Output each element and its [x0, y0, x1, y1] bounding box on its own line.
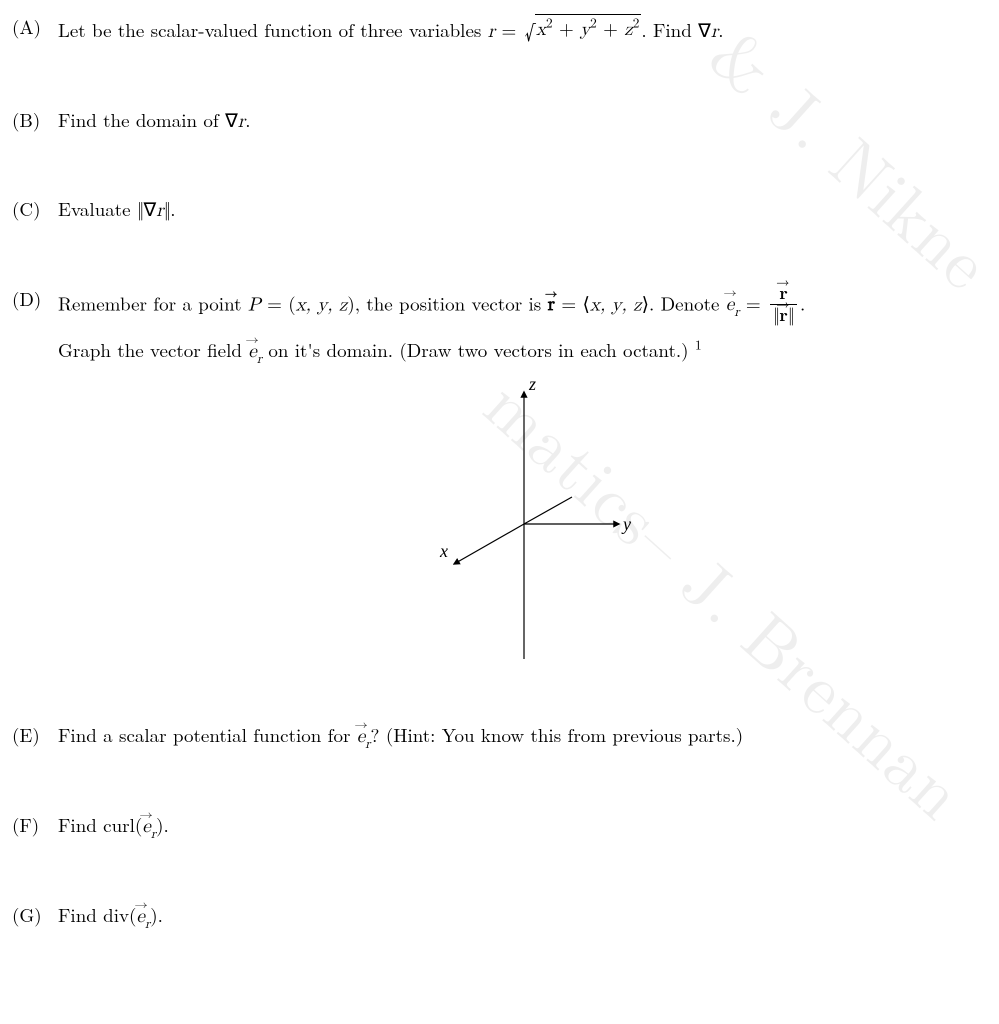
problem-D-P: P: [248, 295, 261, 314]
er-sub: r: [734, 305, 739, 319]
problem-A-body: Let be the scalar-valued function of thr…: [58, 14, 989, 45]
axes-diagram: z y x: [58, 374, 989, 674]
problem-C-var: r: [156, 201, 163, 220]
frac-den-r: r: [779, 306, 788, 325]
problem-D-t2a: Graph the vector field: [58, 336, 248, 363]
problem-C-body: Evaluate ∇r.: [58, 196, 989, 224]
problem-D-xyz2: x, y, z: [590, 295, 642, 314]
problem-F-t1: Find curl(: [58, 811, 142, 838]
problem-G-label: (G): [12, 902, 58, 928]
problem-D: (D) Remember for a point P = (x, y, z), …: [12, 286, 989, 683]
x-axis-back-line: [524, 497, 572, 524]
problem-D-t1g: .: [800, 289, 805, 316]
er-sub-F: r: [151, 827, 156, 841]
problem-G-body: Find div(er).: [58, 902, 989, 930]
er-sub-G: r: [145, 917, 150, 931]
problem-B: (B) Find the domain of ∇r.: [12, 107, 989, 135]
watermark-line-2: & J. Nikne: [693, 7, 999, 308]
problem-E-body: Find a scalar potential function for er?…: [58, 722, 989, 750]
problem-G-t1: Find div(: [58, 901, 136, 928]
axes-svg: z y x: [404, 374, 644, 674]
norm-expression: ∇r: [137, 195, 170, 222]
problem-C-text-post: .: [170, 195, 175, 222]
problem-D-t1f: =: [740, 289, 767, 316]
problem-D-label: (D): [12, 286, 58, 312]
problem-D-t2b: on it's domain. (Draw two vectors in eac…: [262, 336, 688, 363]
problem-B-label: (B): [12, 107, 58, 133]
problem-E-label: (E): [12, 722, 58, 748]
sqrt-x: x: [536, 20, 546, 39]
problem-C-label: (C): [12, 196, 58, 222]
sqrt-z: z: [624, 20, 632, 39]
er-sub-2: r: [257, 352, 262, 366]
x-axis-label: x: [439, 541, 448, 561]
problem-F-label: (F): [12, 812, 58, 838]
problem-A-post-end: .: [718, 16, 723, 43]
problem-D-t1: Remember for a point: [58, 289, 248, 316]
problem-G: (G) Find div(er).: [12, 902, 989, 930]
problem-D-t1c: ), the position vector is: [347, 289, 547, 316]
problem-A-eq-lhs: r: [488, 22, 495, 41]
problem-A-label: (A): [12, 14, 58, 40]
unit-vector-er-E: e: [357, 724, 365, 750]
problem-A-post: . Find ∇: [641, 16, 710, 43]
er-sub-E: r: [365, 737, 370, 751]
unit-vector-er: e: [726, 292, 734, 318]
problem-E: (E) Find a scalar potential function for…: [12, 722, 989, 750]
y-axis-label: y: [621, 514, 631, 534]
fraction-r-over-norm-r: rr: [770, 284, 797, 325]
problem-F: (F) Find curl(er).: [12, 812, 989, 840]
footnote-ref-1: 1: [695, 334, 702, 353]
problem-D-t1b: = (: [261, 289, 296, 316]
equals-sign: =: [502, 16, 523, 43]
problem-D-t1d: = ⟨: [555, 289, 590, 316]
er-e-2: e: [248, 342, 256, 361]
problem-B-body: Find the domain of ∇r.: [58, 107, 989, 135]
problem-A: (A) Let be the scalar-valued function of…: [12, 14, 989, 45]
sqrt-expression: √x2 + y2 + z2: [523, 14, 642, 45]
problem-D-body: Remember for a point P = (x, y, z), the …: [58, 286, 989, 683]
problem-B-text-pre: Find the domain of ∇: [58, 106, 238, 133]
er-e-E: e: [357, 727, 365, 746]
problem-F-body: Find curl(er).: [58, 812, 989, 840]
unit-vector-er-G: e: [136, 904, 144, 930]
er-e: e: [726, 295, 734, 314]
problem-C: (C) Evaluate ∇r.: [12, 196, 989, 224]
problem-F-t2: ).: [156, 811, 169, 838]
problem-B-text-post: .: [245, 106, 250, 133]
problem-A-text-pre: Let be the scalar-valued function of thr…: [58, 16, 488, 43]
problem-E-t1: Find a scalar potential function for: [58, 721, 357, 748]
z-axis-label: z: [528, 374, 536, 394]
problem-E-t2: ? (Hint: You know this from previous par…: [371, 721, 744, 748]
er-e-G: e: [136, 907, 144, 926]
er-e-F: e: [142, 817, 150, 836]
sqrt-y: y: [580, 20, 590, 39]
problem-D-t1e: ⟩. Denote: [642, 289, 726, 316]
problem-C-text-pre: Evaluate: [58, 195, 137, 222]
position-vector-r: r: [548, 292, 555, 318]
x-axis-line: [454, 524, 524, 564]
unit-vector-er-F: e: [142, 814, 150, 840]
problem-G-t2: ).: [150, 901, 163, 928]
sqrt-radical-icon: √: [525, 15, 535, 46]
unit-vector-er-2: e: [248, 339, 256, 365]
problem-D-xyz1: x, y, z: [296, 295, 348, 314]
